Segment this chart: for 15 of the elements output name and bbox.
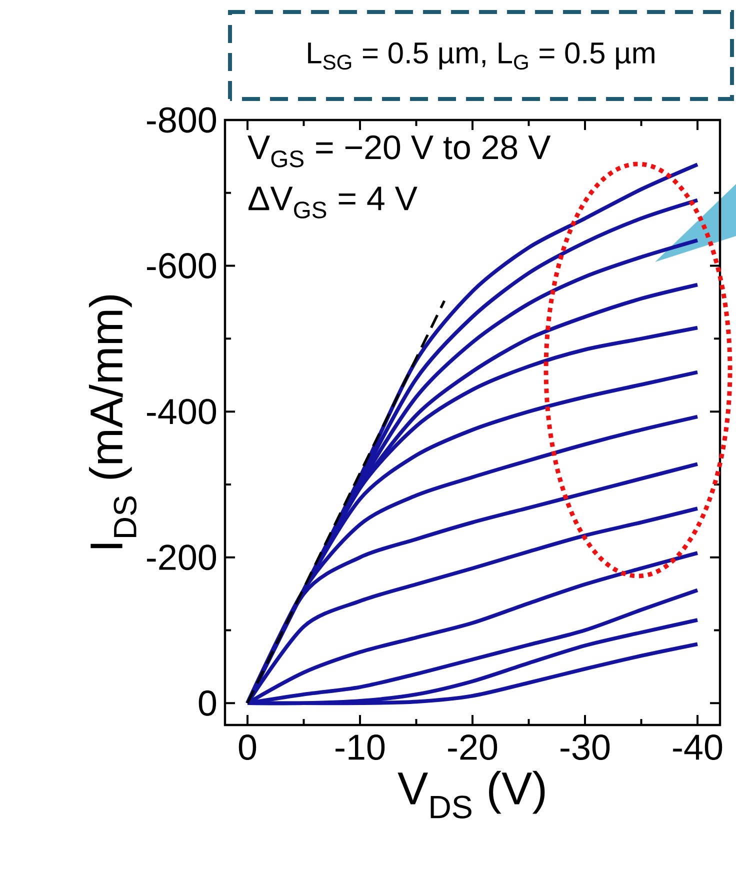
y-tick-label: -200 <box>147 544 216 570</box>
x-tick-label: -40 <box>673 734 722 760</box>
annotation: ΔV$_{GS}$ = 4 V <box>248 186 418 218</box>
y-tick-label: -400 <box>147 398 216 424</box>
y-tick-label: 0 <box>198 690 216 716</box>
y-tick-label: -600 <box>147 253 216 279</box>
x-tick-label: -30 <box>560 734 610 760</box>
annotation: V$_{GS}$ = −20 V to 28 V <box>248 135 551 168</box>
chart-title: L$_{SG}$ = 0.5 µm, L$_{G}$ = 0.5 µm <box>308 42 654 70</box>
x-tick-label: -10 <box>336 734 385 760</box>
y-axis-title: I$_{DS}$ (mA/mm) <box>88 295 137 548</box>
x-axis-title: V$_{DS}$ (V) <box>398 770 545 818</box>
y-tick-label: -800 <box>147 107 216 133</box>
x-tick-label: -20 <box>448 734 498 760</box>
x-tick-label: 0 <box>238 734 256 760</box>
